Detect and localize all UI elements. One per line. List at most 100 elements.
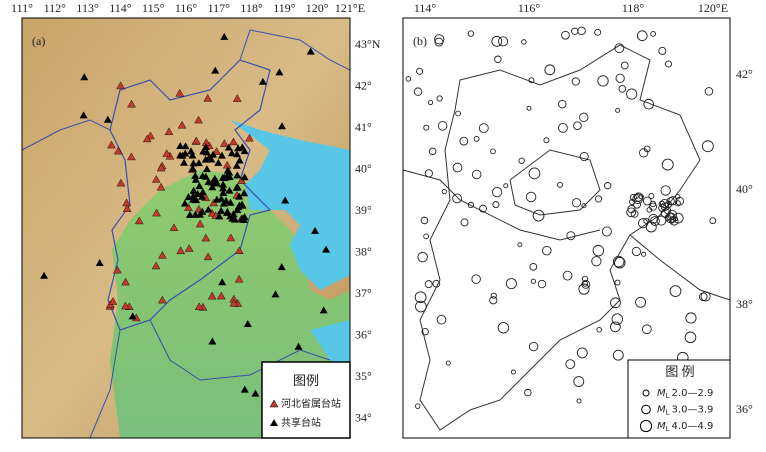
event	[460, 218, 469, 227]
station	[226, 233, 236, 242]
event	[631, 246, 641, 257]
event	[648, 193, 655, 199]
event	[675, 196, 685, 206]
event	[434, 34, 445, 45]
event	[505, 278, 517, 290]
event	[656, 215, 667, 226]
station	[164, 127, 174, 136]
symbol: M	[657, 421, 666, 432]
event	[658, 200, 666, 208]
y-label: 38°	[355, 244, 372, 258]
event	[471, 169, 482, 180]
event	[597, 75, 609, 87]
event	[669, 216, 679, 226]
border	[629, 234, 730, 301]
y-label: 40°	[355, 161, 372, 175]
station	[281, 196, 290, 204]
x-label: 121°E	[335, 1, 365, 15]
event	[491, 35, 503, 47]
event	[532, 209, 545, 222]
station	[311, 226, 320, 234]
event	[528, 77, 535, 84]
x-label: 113°	[76, 1, 99, 15]
station	[215, 212, 224, 220]
station	[234, 274, 244, 283]
station	[184, 203, 193, 211]
station	[222, 196, 231, 204]
station	[230, 215, 239, 223]
frame	[402, 17, 731, 439]
event	[626, 88, 638, 100]
station	[189, 192, 198, 200]
station	[187, 147, 196, 155]
station	[203, 252, 213, 261]
station	[127, 152, 136, 161]
station	[219, 180, 228, 188]
station	[240, 189, 249, 197]
event	[643, 217, 650, 224]
station	[203, 94, 213, 102]
event	[642, 196, 652, 206]
station	[198, 172, 207, 180]
station	[219, 184, 228, 192]
x-label: 112°	[44, 1, 67, 15]
subscript: L	[666, 409, 670, 417]
station	[322, 245, 331, 253]
event	[618, 85, 627, 93]
station	[234, 203, 243, 211]
subscript: L	[666, 425, 670, 433]
station	[158, 250, 167, 259]
event	[524, 388, 532, 397]
legend: 图例 河北省属台站 共享台站	[261, 361, 351, 439]
event	[576, 347, 588, 359]
station	[223, 207, 232, 215]
event	[648, 202, 658, 211]
x-label: 117°	[208, 1, 231, 15]
event	[610, 297, 621, 309]
x-label: 119°	[273, 1, 296, 15]
station	[176, 246, 186, 255]
event	[498, 36, 509, 47]
event	[596, 326, 602, 333]
event	[423, 124, 430, 131]
event	[630, 210, 639, 218]
y-label: 40°	[736, 182, 753, 196]
y-label: 36°	[736, 402, 753, 416]
station	[116, 81, 125, 90]
event	[615, 73, 625, 83]
event	[612, 255, 625, 268]
y-label: 42°	[736, 67, 753, 81]
event	[494, 55, 502, 64]
event	[445, 360, 451, 366]
x-label: 116°	[518, 1, 541, 15]
station	[184, 244, 194, 252]
range: 4.0—4.9	[672, 421, 714, 432]
station	[121, 277, 130, 286]
event	[490, 292, 497, 299]
event	[528, 341, 539, 352]
event	[641, 251, 647, 257]
event	[415, 300, 427, 313]
event	[573, 121, 582, 131]
event	[414, 291, 427, 304]
station	[189, 195, 198, 203]
station	[189, 186, 198, 194]
subscript: L	[666, 392, 670, 400]
station	[202, 165, 211, 173]
event	[424, 280, 433, 289]
legend-title: 图例	[293, 373, 319, 388]
station	[195, 182, 204, 190]
station	[225, 168, 234, 176]
station	[180, 199, 189, 207]
station	[226, 198, 235, 206]
event	[667, 209, 678, 220]
event	[455, 110, 461, 117]
event	[660, 185, 671, 196]
station	[79, 111, 88, 119]
x-label: 115°	[142, 1, 165, 15]
event	[492, 201, 500, 209]
station	[121, 301, 130, 310]
station	[277, 122, 286, 130]
legend-symbol	[639, 419, 653, 433]
event	[573, 376, 585, 388]
